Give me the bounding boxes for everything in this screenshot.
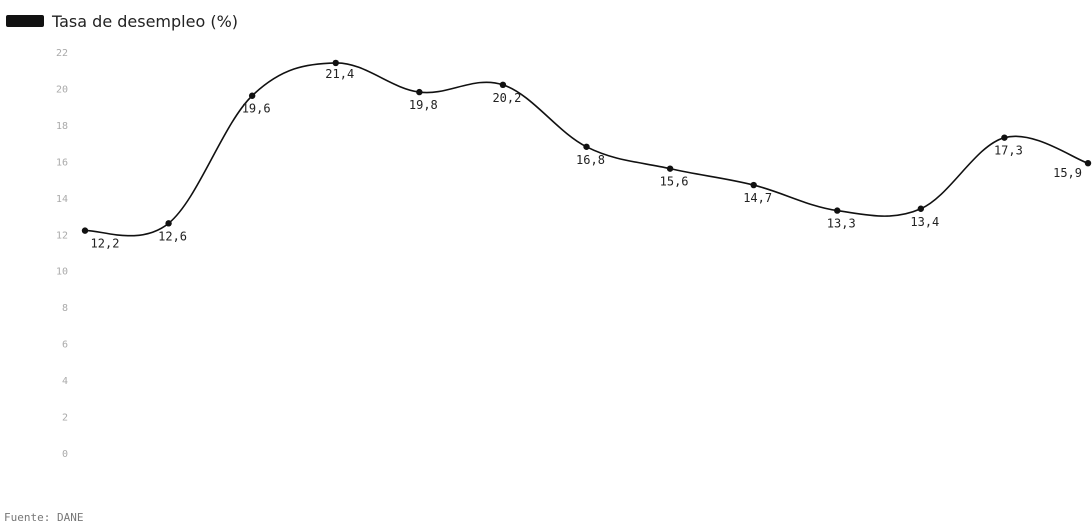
legend-swatch — [6, 15, 44, 27]
y-tick-label: 10 — [56, 267, 68, 278]
y-tick-label: 12 — [56, 230, 68, 241]
data-label: 21,4 — [325, 67, 354, 81]
y-tick-label: 8 — [62, 303, 68, 314]
data-label: 15,9 — [1053, 166, 1082, 180]
y-tick-label: 0 — [62, 449, 68, 460]
y-tick-label: 14 — [56, 194, 68, 205]
y-tick-label: 20 — [56, 84, 68, 95]
data-point — [583, 143, 590, 150]
data-point — [81, 227, 89, 234]
data-label: 13,3 — [827, 217, 856, 231]
data-label: 14,7 — [743, 191, 772, 205]
data-point — [416, 88, 423, 96]
y-tick-label: 22 — [56, 48, 68, 59]
data-point — [1084, 159, 1092, 167]
data-label: 12,6 — [158, 229, 187, 243]
data-label: 19,8 — [409, 98, 438, 112]
data-label: 12,2 — [91, 237, 120, 251]
data-point — [499, 81, 507, 89]
legend-label: Tasa de desempleo (%) — [52, 11, 239, 31]
data-point — [834, 207, 841, 214]
data-point — [1001, 134, 1008, 141]
data-point — [332, 59, 339, 67]
data-point — [917, 205, 925, 212]
data-point — [248, 92, 256, 99]
y-tick-label: 18 — [56, 121, 68, 132]
y-tick-label: 4 — [62, 376, 68, 387]
y-tick-label: 16 — [56, 157, 68, 168]
data-label: 17,3 — [994, 144, 1023, 158]
legend: Tasa de desempleo (%) — [6, 10, 238, 32]
data-label: 16,8 — [576, 153, 605, 167]
data-label: 13,4 — [910, 215, 939, 229]
data-point — [750, 181, 757, 189]
source-note: Fuente: DANE — [4, 511, 84, 524]
data-label: 20,2 — [492, 91, 521, 105]
data-label: 19,6 — [242, 102, 271, 116]
data-point — [666, 165, 674, 172]
y-tick-label: 6 — [62, 340, 68, 351]
data-point — [165, 220, 172, 227]
y-tick-label: 2 — [62, 413, 68, 424]
data-label: 15,6 — [660, 175, 689, 189]
